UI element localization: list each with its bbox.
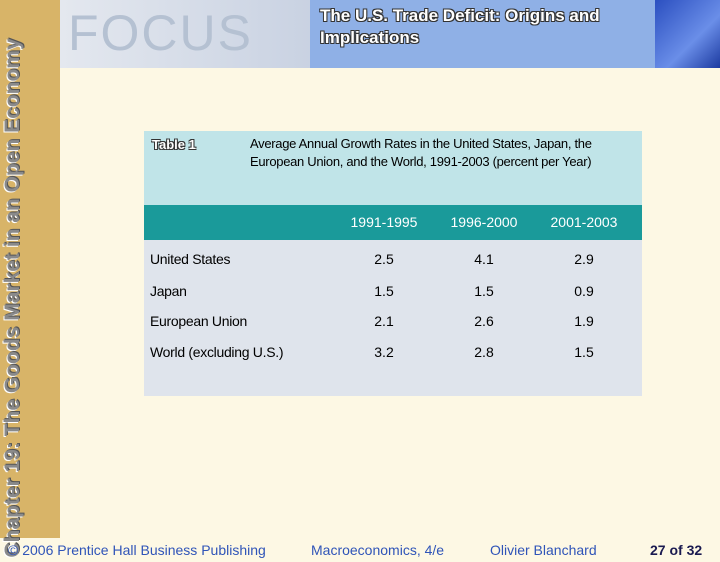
logo-panel: FOCUS bbox=[60, 0, 310, 68]
cell: 1.5 bbox=[474, 283, 494, 299]
row-label: Japan bbox=[150, 283, 187, 299]
cell: 4.1 bbox=[474, 251, 494, 267]
row-label: European Union bbox=[150, 313, 247, 329]
cell: 3.2 bbox=[374, 344, 394, 360]
table: Table 1 Average Annual Growth Rates in t… bbox=[144, 131, 642, 396]
cell: 2.1 bbox=[374, 313, 394, 329]
slide-title: The U.S. Trade Deficit: Origins and Impl… bbox=[320, 6, 600, 47]
cell: 2.6 bbox=[474, 313, 494, 329]
cell: 2.8 bbox=[474, 344, 494, 360]
table-header-row: 1991-1995 1996-2000 2001-2003 bbox=[144, 205, 642, 240]
copyright: © 2006 Prentice Hall Business Publishing bbox=[8, 542, 266, 558]
column-header: 2001-2003 bbox=[550, 214, 618, 230]
footer: © 2006 Prentice Hall Business Publishing… bbox=[0, 538, 720, 562]
chapter-title: Chapter 19: The Goods Market in an Open … bbox=[1, 38, 24, 558]
decoration bbox=[655, 0, 720, 68]
cell: 1.9 bbox=[574, 313, 594, 329]
column-header: 1991-1995 bbox=[350, 214, 418, 230]
cell: 2.5 bbox=[374, 251, 394, 267]
logo: FOCUS bbox=[68, 5, 253, 61]
sidebar: Chapter 19: The Goods Market in an Open … bbox=[0, 0, 60, 558]
row-label: United States bbox=[150, 251, 231, 267]
table-body: United States 2.5 4.1 2.9 Japan 1.5 1.5 0.9 Euro… bbox=[144, 240, 642, 396]
cell: 0.9 bbox=[574, 283, 594, 299]
cell: 1.5 bbox=[374, 283, 394, 299]
table-caption: Average Annual Growth Rates in the Unite… bbox=[250, 136, 592, 169]
cell: 1.5 bbox=[574, 344, 594, 360]
row-label: World (excluding U.S.) bbox=[150, 344, 284, 360]
cell: 2.9 bbox=[574, 251, 594, 267]
page-number: 27 of 32 bbox=[650, 542, 703, 558]
column-header: 1996-2000 bbox=[450, 214, 518, 230]
title-panel: The U.S. Trade Deficit: Origins and Impl… bbox=[310, 0, 655, 68]
author: Olivier Blanchard bbox=[490, 542, 597, 558]
table-label: Table 1 bbox=[152, 137, 196, 152]
book: Macroeconomics, 4/e bbox=[311, 542, 445, 558]
table-caption-row: Table 1 Average Annual Growth Rates in t… bbox=[144, 131, 642, 205]
